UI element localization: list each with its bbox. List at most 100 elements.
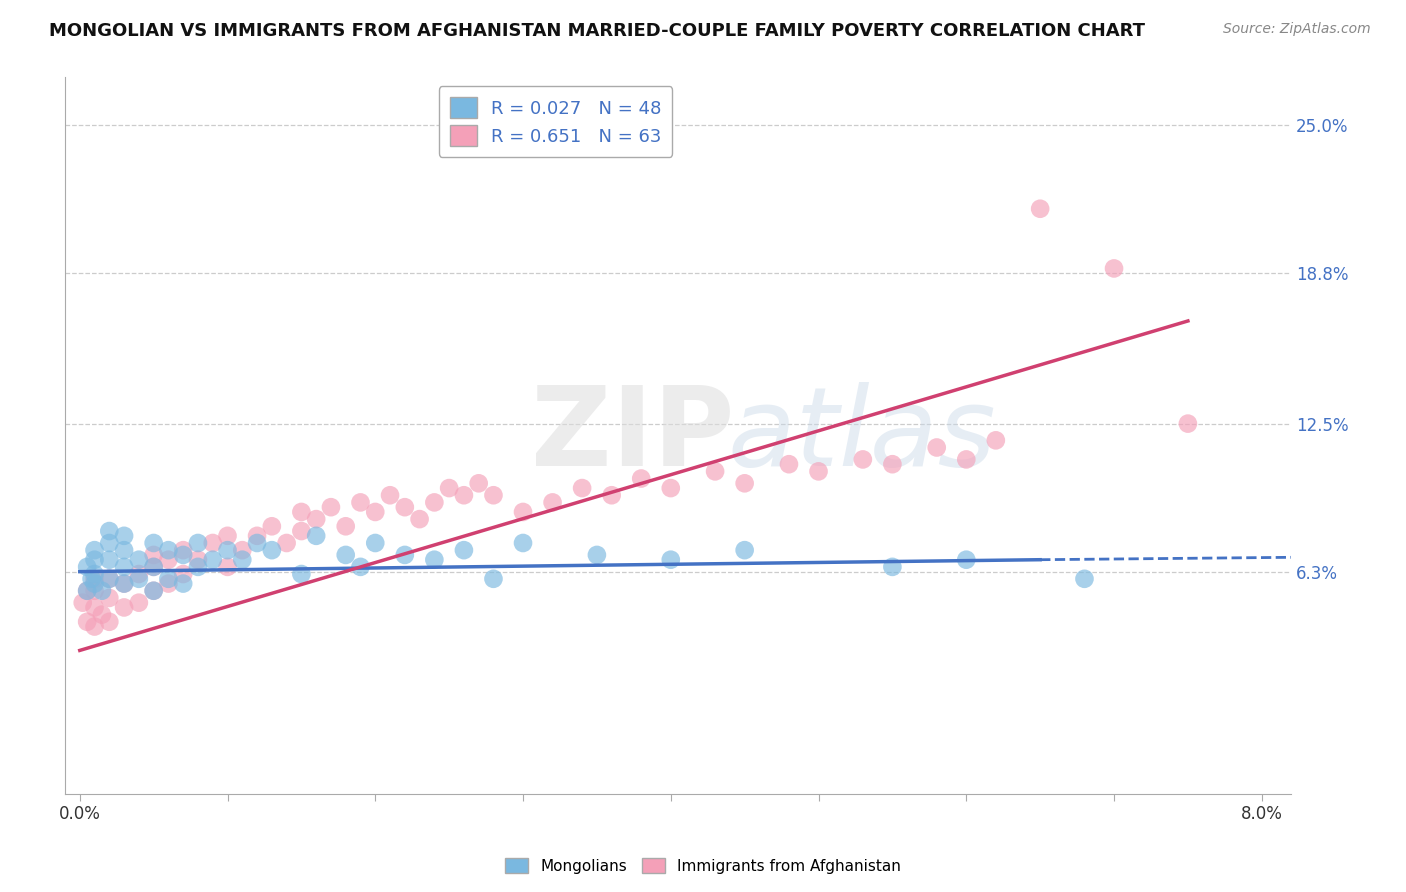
Point [76,615,98,629]
Point [1029,202,1052,216]
Point [187,560,209,574]
Point [98,524,121,538]
Point [482,572,505,586]
Point [217,543,239,558]
Point [408,512,430,526]
Point [467,476,489,491]
Point [112,576,135,591]
Point [112,576,135,591]
Point [201,536,224,550]
Point [80,572,103,586]
Text: ZIP: ZIP [531,382,734,489]
Text: atlas: atlas [727,382,995,489]
Point [335,548,357,562]
Point [112,543,135,558]
Point [83,600,105,615]
Point [290,524,312,538]
Point [630,471,652,485]
Point [512,505,534,519]
Point [128,572,150,586]
Point [90,607,112,622]
Point [231,552,253,566]
Point [98,572,121,586]
Point [83,552,105,566]
Point [98,572,121,586]
Point [364,536,387,550]
Point [882,560,904,574]
Point [172,548,194,562]
Point [734,476,756,491]
Point [83,543,105,558]
Point [482,488,505,502]
Point [98,552,121,566]
Point [260,519,283,533]
Point [172,576,194,591]
Point [187,536,209,550]
Point [778,457,800,471]
Point [394,500,416,515]
Point [305,529,328,543]
Point [157,576,180,591]
Point [453,543,475,558]
Point [157,552,180,566]
Point [1102,261,1125,276]
Point [659,552,682,566]
Point [659,481,682,495]
Point [217,560,239,574]
Point [128,552,150,566]
Point [852,452,875,467]
Point [734,543,756,558]
Point [246,529,269,543]
Point [157,543,180,558]
Point [142,560,165,574]
Point [128,596,150,610]
Point [201,552,224,566]
Point [319,500,342,515]
Point [290,505,312,519]
Point [157,572,180,586]
Point [187,552,209,566]
Point [335,519,357,533]
Point [955,452,977,467]
Point [83,567,105,582]
Point [423,552,446,566]
Point [142,560,165,574]
Point [276,536,298,550]
Point [76,583,98,598]
Point [600,488,623,502]
Point [172,543,194,558]
Point [83,572,105,586]
Point [83,619,105,633]
Point [394,548,416,562]
Point [704,464,727,478]
Point [260,543,283,558]
Point [112,529,135,543]
Point [453,488,475,502]
Point [364,505,387,519]
Point [437,481,460,495]
Text: MONGOLIAN VS IMMIGRANTS FROM AFGHANISTAN MARRIED-COUPLE FAMILY POVERTY CORRELATI: MONGOLIAN VS IMMIGRANTS FROM AFGHANISTAN… [49,22,1146,40]
Point [882,457,904,471]
Point [807,464,830,478]
Point [142,536,165,550]
Point [112,600,135,615]
Point [512,536,534,550]
Point [955,552,977,566]
Point [423,495,446,509]
Point [76,583,98,598]
Point [98,536,121,550]
Point [305,512,328,526]
Point [142,548,165,562]
Legend: Mongolians, Immigrants from Afghanistan: Mongolians, Immigrants from Afghanistan [499,852,907,880]
Point [984,434,1007,448]
Point [172,567,194,582]
Point [98,615,121,629]
Point [76,560,98,574]
Point [1073,572,1095,586]
Point [83,576,105,591]
Point [128,567,150,582]
Point [72,596,94,610]
Point [586,548,609,562]
Point [541,495,564,509]
Point [142,583,165,598]
